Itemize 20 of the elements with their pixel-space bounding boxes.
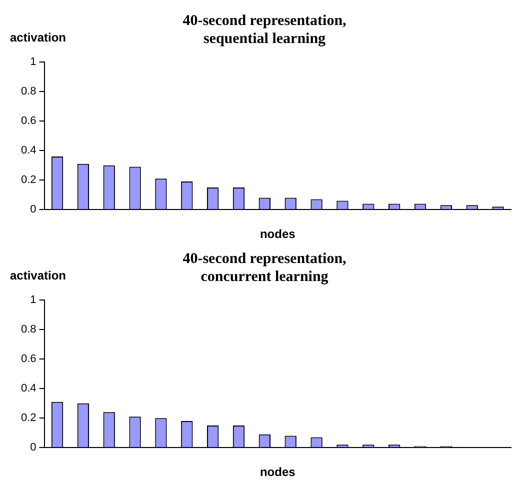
y-tick-label: 0.8 [20, 86, 36, 98]
text: 40-second representation, [182, 250, 346, 267]
y-tick-label: 0.2 [20, 174, 36, 186]
x-axis-title: nodes [260, 227, 296, 242]
y-axis-title: activation [10, 30, 66, 44]
y-tick-label: 0 [30, 204, 36, 216]
y-tick-label: 0.4 [20, 382, 36, 395]
x-axis-title: nodes [260, 465, 296, 480]
y-axis-title: activation [10, 268, 66, 282]
y-tick-label: 0.2 [20, 412, 36, 424]
text: 40-second representation, [182, 12, 346, 29]
y-tick-label: 1 [30, 294, 36, 306]
y-tick-label: 0.8 [20, 324, 36, 336]
text: sequential learning [203, 30, 326, 47]
y-tick-label: 1 [30, 56, 36, 68]
text: concurrent learning [200, 268, 328, 285]
y-tick-label: 0 [30, 442, 36, 454]
y-tick-label: 0.6 [20, 115, 36, 128]
y-tick-label: 0.4 [20, 144, 36, 157]
y-tick-label: 0.6 [20, 353, 36, 366]
